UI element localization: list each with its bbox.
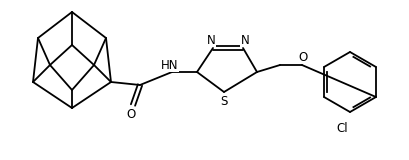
Text: S: S bbox=[220, 95, 227, 108]
Text: Cl: Cl bbox=[335, 121, 347, 135]
Text: N: N bbox=[206, 33, 215, 47]
Text: O: O bbox=[298, 51, 307, 64]
Text: O: O bbox=[126, 108, 135, 120]
Text: HN: HN bbox=[161, 59, 178, 72]
Text: N: N bbox=[240, 33, 249, 47]
